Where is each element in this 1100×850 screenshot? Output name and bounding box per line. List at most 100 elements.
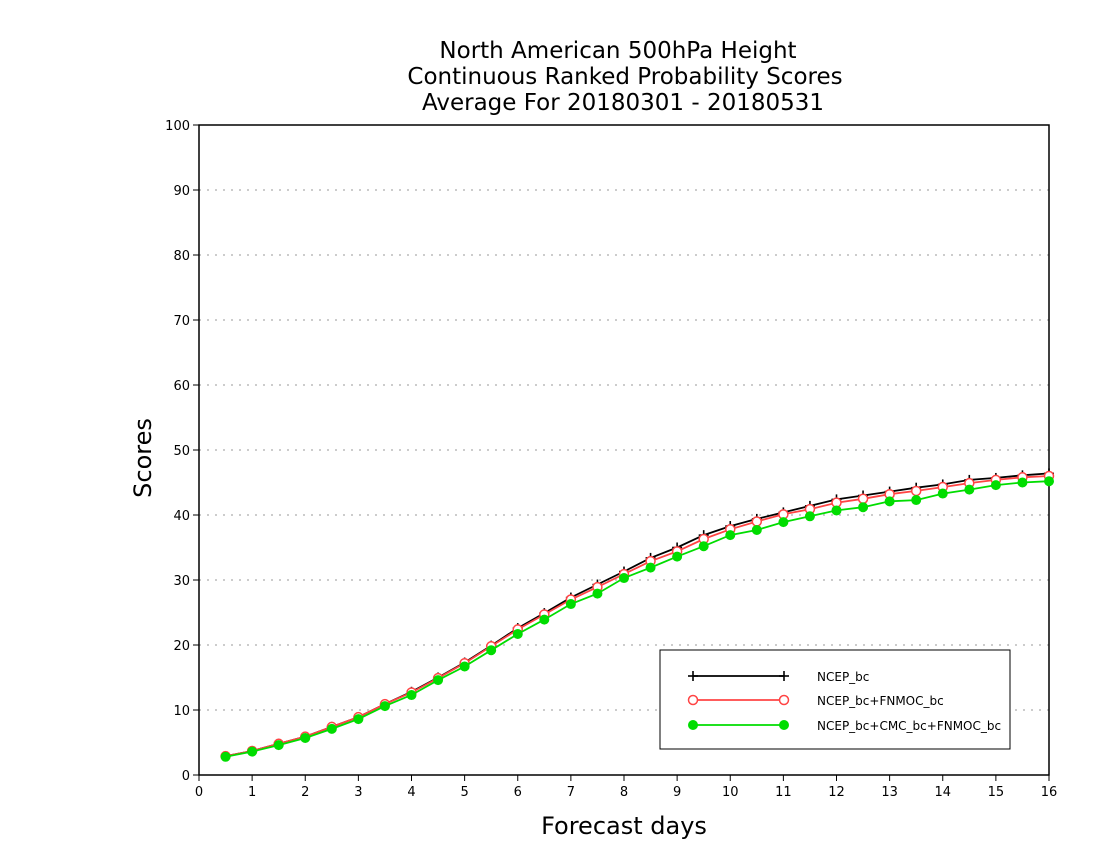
series-3-marker — [539, 614, 550, 625]
series-3-point — [565, 599, 576, 610]
x-tick-label: 15 — [988, 785, 1005, 800]
y-tick-label: 70 — [173, 314, 190, 329]
series-3-marker — [379, 701, 390, 712]
legend-entry-2-label: NCEP_bc+FNMOC_bc — [817, 694, 944, 708]
series-3-point — [884, 496, 895, 507]
series-3-point — [990, 480, 1001, 491]
series-3-marker — [1017, 477, 1028, 488]
series-3-marker — [725, 530, 736, 541]
series-3-marker — [672, 551, 683, 562]
series-3-marker — [592, 588, 603, 599]
y-tick-label: 100 — [165, 119, 190, 134]
series-3-marker — [619, 573, 629, 584]
series-3-marker — [831, 505, 842, 516]
series-3-marker — [778, 517, 789, 528]
y-tick-label: 40 — [173, 509, 190, 524]
x-tick-label: 9 — [673, 785, 681, 800]
series-3-point — [911, 495, 922, 506]
series-3-marker — [937, 488, 948, 499]
series-3-point — [1017, 477, 1028, 488]
series-3-point — [1044, 476, 1054, 487]
series-3-point — [831, 505, 842, 516]
series-3-point — [459, 661, 470, 672]
series-3-point — [751, 524, 762, 535]
chart-title: North American 500hPa Height Continuous … — [407, 38, 842, 116]
series-2-marker — [910, 485, 922, 497]
y-tick-label: 90 — [173, 184, 190, 199]
series-3-marker — [247, 746, 258, 757]
series-3-point — [379, 701, 390, 712]
y-tick-label: 0 — [182, 769, 190, 784]
series-3-point — [486, 645, 497, 656]
series-3-marker — [858, 502, 869, 513]
series-3-point — [247, 746, 258, 757]
series-3-marker — [220, 751, 231, 762]
series-3-marker — [433, 675, 444, 686]
legend-entry-2-marker — [778, 694, 790, 706]
x-tick-label: 5 — [460, 785, 468, 800]
legend-entry-2: NCEP_bc+FNMOC_bc — [687, 694, 944, 708]
series-3-point — [672, 551, 683, 562]
x-tick-label: 11 — [775, 785, 792, 800]
x-tick-label: 8 — [620, 785, 628, 800]
x-axis-label: Forecast days — [541, 812, 707, 840]
series-2-point — [910, 485, 922, 497]
x-tick-label: 3 — [354, 785, 362, 800]
y-tick-label: 10 — [173, 704, 190, 719]
x-tick-label: 2 — [301, 785, 309, 800]
series-3-marker — [300, 732, 311, 743]
series-3-point — [406, 690, 417, 701]
series-2-point — [857, 493, 869, 504]
x-tick-label: 10 — [722, 785, 739, 800]
x-tick-label: 6 — [514, 785, 522, 800]
series-3-point — [512, 628, 523, 639]
series-3-marker — [990, 480, 1001, 491]
x-tick-label: 0 — [195, 785, 203, 800]
series-3-marker — [911, 495, 922, 506]
series-3-point — [937, 488, 948, 499]
legend: NCEP_bc NCEP_bc+FNMOC_bc NCEP_bc+CMC_bc+FN… — [659, 649, 1011, 750]
series-3 — [220, 476, 1054, 762]
y-tick-label: 80 — [173, 249, 190, 264]
series-3-point — [804, 511, 815, 522]
series-3-point — [645, 562, 656, 573]
series-3-point — [273, 740, 284, 751]
series-3-point — [300, 732, 311, 743]
title-line-3: Average For 20180301 - 20180531 — [422, 90, 824, 116]
title-line-2: Continuous Ranked Probability Scores — [407, 64, 842, 90]
series-3-point — [858, 502, 869, 513]
series-3-marker — [459, 661, 470, 672]
legend-entry-3-marker — [779, 720, 789, 730]
series-3-marker — [751, 524, 762, 535]
x-tick-label: 1 — [248, 785, 256, 800]
series-3-marker — [645, 562, 656, 573]
y-tick-label: 50 — [173, 444, 190, 459]
series-3-marker — [486, 645, 497, 656]
series-3-point — [698, 541, 709, 552]
series-3-point — [964, 484, 975, 495]
series-3-marker — [512, 628, 523, 639]
y-tick-label: 60 — [173, 379, 190, 394]
x-tick-label: 7 — [567, 785, 575, 800]
series-layer — [220, 468, 1055, 762]
y-tick-label: 20 — [173, 639, 190, 654]
series-3-point — [433, 675, 444, 686]
series-3-marker — [964, 484, 975, 495]
series-3-marker — [565, 599, 576, 610]
legend-entry-2-marker — [687, 694, 699, 706]
series-2-point — [751, 516, 763, 527]
legend-entry-3-label: NCEP_bc+CMC_bc+FNMOC_bc — [817, 719, 1001, 733]
x-tick-label: 13 — [881, 785, 898, 800]
legend-entry-3: NCEP_bc+CMC_bc+FNMOC_bc — [688, 719, 1001, 733]
x-tick-label: 14 — [934, 785, 951, 800]
gridlines — [199, 189, 1049, 711]
series-3-marker — [326, 723, 337, 734]
series-3-point — [220, 751, 231, 762]
series-3-point — [326, 723, 337, 734]
series-3-point — [353, 714, 364, 725]
series-3-marker — [698, 541, 709, 552]
x-tick-label: 4 — [407, 785, 415, 800]
series-3-marker — [406, 690, 417, 701]
